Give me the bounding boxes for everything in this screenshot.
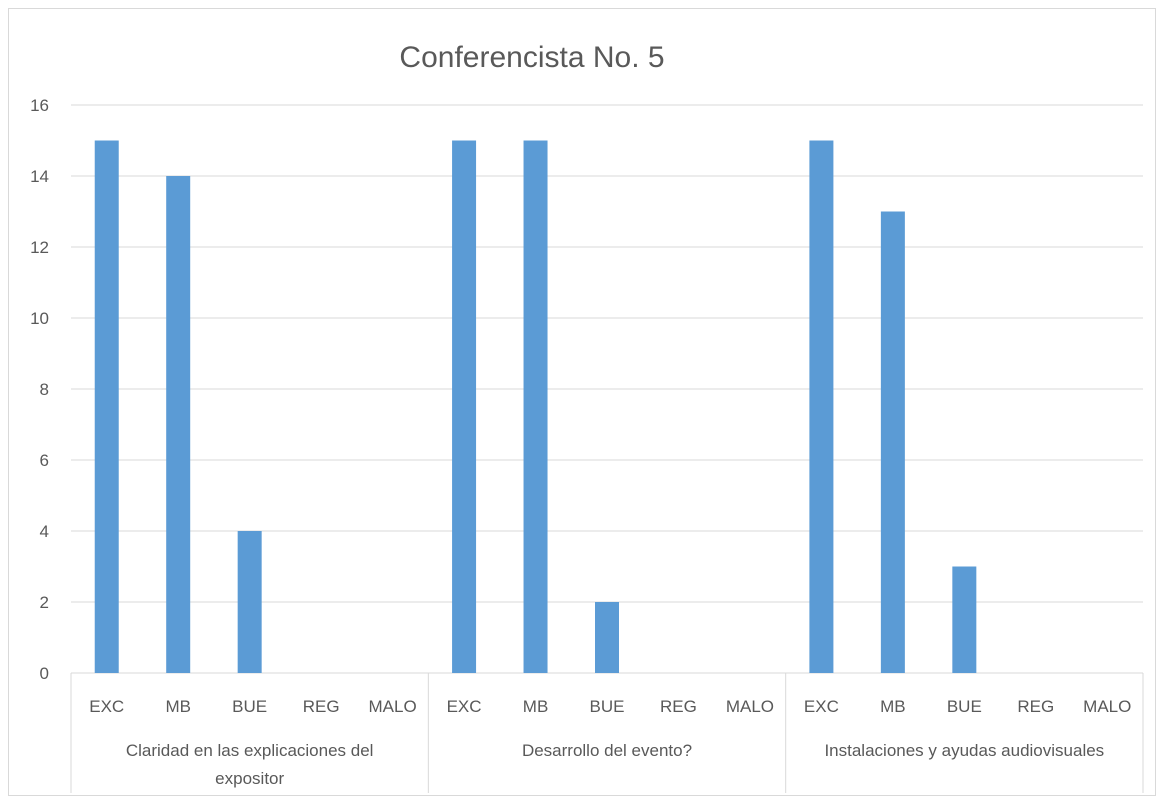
bar-mb (166, 176, 191, 673)
y-tick-label: 0 (40, 664, 49, 683)
category-label: MB (165, 697, 191, 716)
gridlines (71, 104, 1143, 674)
bars (94, 140, 977, 673)
y-tick-label: 16 (30, 96, 49, 115)
y-tick-label: 4 (40, 522, 49, 541)
y-tick-label: 6 (40, 451, 49, 470)
category-label: MALO (1083, 697, 1131, 716)
y-tick-label: 8 (40, 380, 49, 399)
chart-frame: Conferencista No. 5 0 2 4 6 8 10 12 14 16 EXC MB B… (8, 8, 1156, 796)
bar-mb (880, 211, 905, 673)
bar-bue (237, 531, 262, 673)
y-tick-label: 10 (30, 309, 49, 328)
category-label: BUE (590, 697, 625, 716)
bar-exc (809, 140, 834, 673)
category-label: MB (880, 697, 906, 716)
group-label: Claridad en las explicaciones del (126, 741, 374, 760)
y-tick-label: 14 (30, 167, 49, 186)
bar-mb (523, 140, 548, 673)
category-label: BUE (947, 697, 982, 716)
group-label: expositor (215, 769, 284, 788)
y-tick-label: 2 (40, 593, 49, 612)
group-label: Instalaciones y ayudas audiovisuales (824, 741, 1104, 760)
category-label: BUE (232, 697, 267, 716)
category-label: EXC (804, 697, 839, 716)
category-label: REG (303, 697, 340, 716)
category-label: MALO (369, 697, 417, 716)
bar-chart: Conferencista No. 5 0 2 4 6 8 10 12 14 16 EXC MB B… (30, 41, 1144, 793)
bar-bue (952, 566, 977, 673)
chart-title: Conferencista No. 5 (399, 41, 664, 74)
x-axis: EXC MB BUE REG MALO Claridad en las explicaci… (70, 673, 1144, 793)
category-label: EXC (89, 697, 124, 716)
category-label: REG (660, 697, 697, 716)
y-axis-tick-labels: 0 2 4 6 8 10 12 14 16 (30, 96, 49, 683)
category-label: MB (523, 697, 549, 716)
category-label: EXC (447, 697, 482, 716)
category-label: REG (1017, 697, 1054, 716)
bar-exc (94, 140, 119, 673)
group-label: Desarrollo del evento? (522, 741, 692, 760)
bar-exc (452, 140, 477, 673)
category-label: MALO (726, 697, 774, 716)
y-tick-label: 12 (30, 238, 49, 257)
bar-bue (595, 602, 619, 673)
